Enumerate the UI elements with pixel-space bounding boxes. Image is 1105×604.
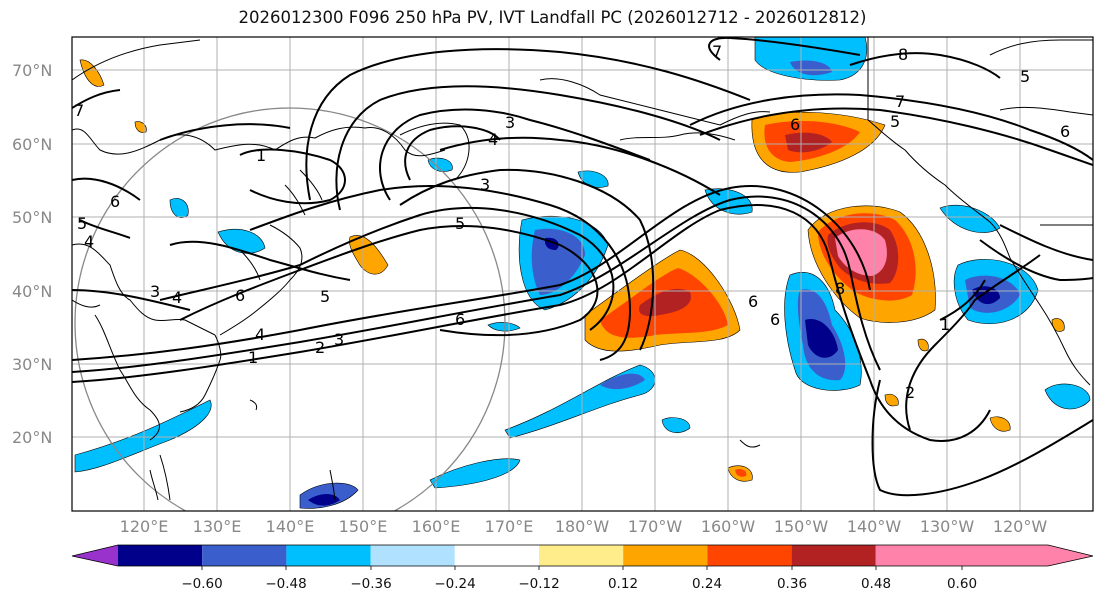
colorbar-tick-label: −0.12	[518, 576, 560, 592]
colorbar-tick-label: 0.48	[860, 576, 892, 592]
lon-label: 180°W	[554, 517, 610, 536]
contour-label: 6	[770, 310, 780, 329]
lon-label: 130°W	[919, 517, 975, 536]
contour-label: 5	[1020, 67, 1030, 86]
contour-label: 8	[898, 45, 908, 64]
contour-label: 6	[455, 310, 465, 329]
colorbar-segment	[454, 545, 539, 566]
shade-neg-sw-band	[74, 399, 212, 473]
lon-label: 160°E	[411, 517, 461, 536]
lat-label: 30°N	[12, 355, 53, 374]
contour-label: 3	[505, 113, 515, 132]
contour-label: 6	[748, 292, 758, 311]
contour-label: 7	[712, 42, 722, 61]
colorbar-segment	[875, 545, 963, 566]
lon-label: 120°E	[119, 517, 169, 536]
colorbar-tick-label: −0.48	[265, 576, 307, 592]
lat-label: 40°N	[12, 282, 53, 301]
lat-label: 60°N	[12, 135, 53, 154]
colorbar-tick-label: −0.36	[350, 576, 392, 592]
colorbar-segment	[707, 545, 792, 566]
pv-contours	[72, 37, 1093, 497]
lon-label: 120°W	[992, 517, 1048, 536]
graticule	[72, 37, 1093, 511]
contour-label: 5	[890, 112, 900, 131]
colorbar-segment	[286, 545, 371, 566]
lon-label: 150°W	[773, 517, 829, 536]
contour-label: 6	[235, 286, 245, 305]
contour-label: 7	[895, 92, 905, 111]
colorbar-segment	[791, 545, 876, 566]
contour-label: 7	[74, 101, 84, 120]
ivt-shading	[74, 37, 1091, 509]
colorbar	[71, 544, 1094, 570]
lon-label: 150°E	[338, 517, 388, 536]
coastlines	[72, 37, 1093, 501]
colorbar-segment	[202, 545, 287, 566]
contour-label: 4	[172, 288, 182, 307]
colorbar-segment	[118, 545, 203, 566]
contour-label: 5	[320, 287, 330, 306]
colorbar-tick-label: 0.36	[776, 576, 808, 592]
lon-label: 140°W	[846, 517, 902, 536]
contour-label: 6	[110, 192, 120, 211]
lat-label: 70°N	[12, 61, 53, 80]
colorbar-segment	[539, 545, 624, 566]
contour-label: 5	[455, 214, 465, 233]
contour-label: 3	[150, 282, 160, 301]
colorbar-tick-label: 0.60	[946, 576, 978, 592]
lon-label: 170°E	[484, 517, 534, 536]
colorbar-segment	[623, 545, 708, 566]
contour-label: 3	[480, 175, 490, 194]
radius-circle	[74, 107, 506, 511]
contour-label-group: 7 3 4 1 6 3 5 5 6 6 6 4 3 2 1 5 6 7 8 7 …	[74, 42, 1070, 402]
contour-label: 2	[905, 383, 915, 402]
contour-label: 1	[248, 348, 258, 367]
colorbar-tick-label: 0.12	[607, 576, 639, 592]
colorbar-tick-label: −0.24	[434, 576, 476, 592]
colorbar-tick-label: −0.60	[181, 576, 223, 592]
contour-label: 3	[334, 330, 344, 349]
contour-label: 1	[940, 315, 950, 334]
lon-label: 160°W	[700, 517, 756, 536]
colorbar-extend-left	[72, 545, 118, 566]
lat-label: 20°N	[12, 428, 53, 447]
plot-frame	[71, 36, 1094, 512]
contour-label: 8	[835, 279, 845, 298]
contour-label: 4	[488, 130, 498, 149]
contour-label: 5	[77, 214, 87, 233]
contour-label: 4	[255, 325, 265, 344]
contour-label: 2	[315, 338, 325, 357]
contour-label: 4	[84, 232, 94, 251]
lon-label: 170°W	[627, 517, 683, 536]
contour-label: 6	[790, 115, 800, 134]
map-title: 2026012300 F096 250 hPa PV, IVT Landfall…	[238, 8, 867, 27]
lat-label: 50°N	[12, 208, 53, 227]
colorbar-tick-label: 0.24	[691, 576, 723, 592]
lon-label: 140°E	[265, 517, 315, 536]
colorbar-segment	[370, 545, 455, 566]
contour-label: 1	[256, 146, 266, 165]
contour-label: 6	[1060, 122, 1070, 141]
lon-label: 130°E	[192, 517, 242, 536]
